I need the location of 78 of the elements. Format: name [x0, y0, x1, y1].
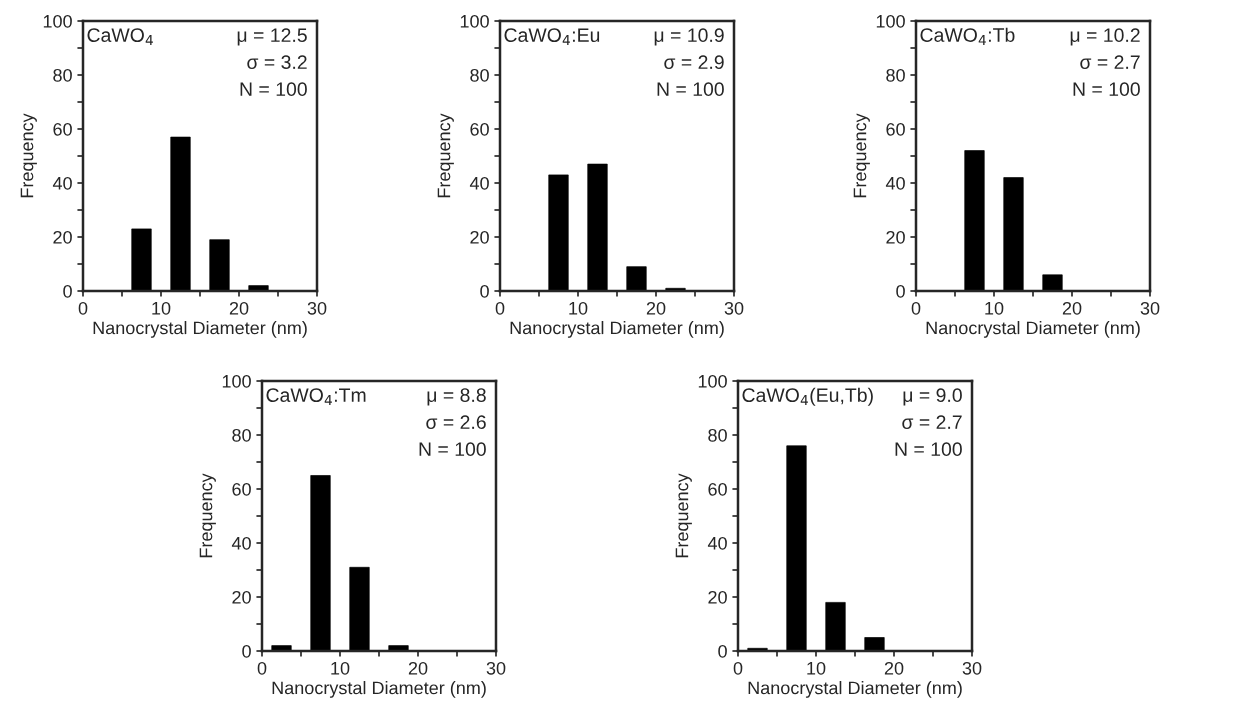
- annotation: N = 100: [240, 82, 307, 97]
- x-tick-label: 20: [1062, 301, 1082, 315]
- x-axis-title: Nanocrystal Diameter (nm): [510, 321, 724, 338]
- annotation: σ = 2.9: [664, 55, 724, 70]
- x-tick-label: 10: [331, 661, 350, 675]
- x-axis-title: Nanocrystal Diameter (nm): [93, 321, 307, 338]
- y-tick-label: 60: [232, 482, 251, 496]
- annotation: N = 100: [895, 442, 962, 457]
- y-tick-label: 0: [480, 284, 489, 298]
- y-tick-label: 40: [885, 176, 905, 190]
- x-tick-label: 0: [495, 301, 505, 315]
- y-tick-label: 40: [707, 536, 727, 550]
- y-tick-label: 20: [708, 590, 727, 604]
- y-tick-label: 20: [886, 230, 905, 244]
- y-axis-title: Frequency: [199, 473, 216, 558]
- x-tick-label: 0: [733, 661, 743, 675]
- annotation: μ = 10.2: [1070, 28, 1140, 46]
- y-axis-title: Frequency: [20, 113, 37, 198]
- x-axis-title: Nanocrystal Diameter (nm): [748, 681, 962, 698]
- x-axis-title: Nanocrystal Diameter (nm): [926, 321, 1140, 338]
- chart-title: CaWO$_{4}$:Tm: [266, 388, 366, 405]
- x-axis-title: Nanocrystal Diameter (nm): [272, 681, 486, 698]
- y-tick-label: 20: [53, 230, 72, 244]
- y-tick-label: 0: [242, 644, 251, 658]
- x-tick-label: 10: [985, 301, 1004, 315]
- y-tick-label: 60: [53, 122, 72, 136]
- y-axis-title: Frequency: [853, 113, 870, 198]
- annotation: σ = 3.2: [247, 55, 307, 70]
- chart-title: CaWO$_{4}$: [87, 28, 153, 45]
- y-tick-label: 40: [469, 176, 489, 190]
- chart-title: CaWO$_{4}$:Tb: [920, 27, 1015, 45]
- annotation: μ = 10.9: [654, 28, 724, 46]
- x-tick-label: 0: [257, 661, 267, 675]
- annotation: μ = 12.5: [237, 28, 307, 46]
- y-tick-label: 80: [708, 428, 727, 442]
- chart-title: CaWO$_{4}$:Eu: [504, 28, 600, 45]
- annotation: σ = 2.7: [1080, 55, 1140, 70]
- x-tick-label: 0: [911, 301, 921, 315]
- annotation: N = 100: [1073, 82, 1140, 97]
- y-tick-label: 60: [886, 122, 905, 136]
- y-tick-label: 100: [876, 14, 905, 28]
- annotation: μ = 8.8: [427, 388, 486, 406]
- y-tick-label: 100: [460, 14, 489, 28]
- y-tick-label: 100: [698, 374, 727, 388]
- y-axis-title: Frequency: [675, 473, 692, 558]
- y-axis-title: Frequency: [437, 113, 454, 198]
- x-tick-label: 30: [486, 661, 506, 675]
- y-tick-label: 60: [708, 482, 727, 496]
- annotation: σ = 2.7: [902, 415, 962, 430]
- x-tick-label: 20: [646, 301, 666, 315]
- y-tick-label: 0: [63, 284, 72, 298]
- y-tick-label: 80: [53, 68, 72, 82]
- x-tick-label: 30: [962, 661, 982, 675]
- y-tick-label: 40: [231, 536, 251, 550]
- x-tick-label: 30: [724, 301, 744, 315]
- annotation: μ = 9.0: [903, 388, 962, 406]
- annotation: σ = 2.6: [426, 415, 486, 430]
- y-tick-label: 80: [232, 428, 251, 442]
- y-tick-label: 0: [718, 644, 727, 658]
- annotation: N = 100: [419, 442, 486, 457]
- x-tick-label: 20: [408, 661, 428, 675]
- x-tick-label: 30: [1140, 301, 1160, 315]
- y-tick-label: 100: [43, 14, 72, 28]
- x-tick-label: 10: [152, 301, 171, 315]
- x-tick-label: 10: [569, 301, 588, 315]
- y-tick-label: 100: [222, 374, 251, 388]
- y-tick-label: 20: [232, 590, 251, 604]
- x-tick-label: 10: [807, 661, 826, 675]
- annotation: N = 100: [657, 82, 724, 97]
- y-tick-label: 20: [470, 230, 489, 244]
- x-tick-label: 30: [307, 301, 327, 315]
- y-tick-label: 40: [52, 176, 72, 190]
- chart-title: CaWO$_{4}$(Eu,Tb): [742, 387, 873, 406]
- x-tick-label: 0: [78, 301, 88, 315]
- y-tick-label: 60: [470, 122, 489, 136]
- y-tick-label: 0: [896, 284, 905, 298]
- y-tick-label: 80: [886, 68, 905, 82]
- y-tick-label: 80: [470, 68, 489, 82]
